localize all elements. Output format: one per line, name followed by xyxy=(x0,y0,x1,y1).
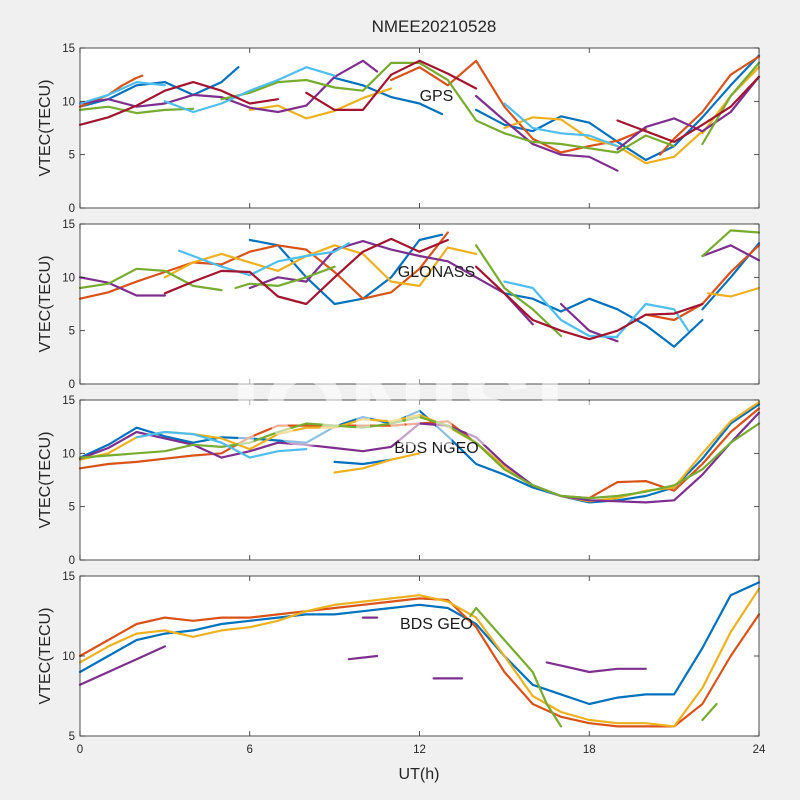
series-line-4 xyxy=(78,231,449,300)
y-tick-label: 5 xyxy=(69,326,75,338)
series-line-14 xyxy=(220,61,676,154)
panel-2: 0 5 10 15 VTEC(TECU) GLONASS xyxy=(37,219,761,391)
y-tick-label: 10 xyxy=(62,448,75,460)
y-tick-label: 15 xyxy=(62,219,75,231)
series-line-14 xyxy=(475,244,563,338)
watermark: IONISE xyxy=(231,347,609,468)
y-axis-label: VTEC(TECU) xyxy=(37,432,54,529)
series-group xyxy=(78,54,761,172)
series-line-10 xyxy=(78,59,379,114)
y-tick-label: 5 xyxy=(69,502,75,514)
x-tick-label: 12 xyxy=(413,744,426,756)
series-line-8 xyxy=(78,276,166,297)
y-tick-label: 15 xyxy=(62,571,75,583)
x-tick-label: 0 xyxy=(77,744,83,756)
series-line-16 xyxy=(177,242,350,277)
y-tick-label: 0 xyxy=(69,203,75,215)
x-tick-label: 6 xyxy=(247,744,253,756)
y-tick-label: 5 xyxy=(69,150,75,162)
series-line-5 xyxy=(78,416,761,500)
series-line-12 xyxy=(616,75,761,151)
series-line-4 xyxy=(78,645,166,686)
series-line-21 xyxy=(616,75,761,143)
y-tick-label: 10 xyxy=(62,272,75,284)
series-line-17 xyxy=(78,80,166,105)
series-line-15 xyxy=(701,61,761,146)
plot-area xyxy=(80,576,759,736)
series-line-20 xyxy=(475,265,704,341)
series-line-1 xyxy=(78,403,761,504)
panel-label: GPS xyxy=(420,88,454,105)
series-line-15 xyxy=(701,229,761,258)
y-tick-label: 10 xyxy=(62,651,75,663)
y-tick-label: 0 xyxy=(69,379,75,391)
series-line-18 xyxy=(616,302,690,338)
y-axis-label: VTEC(TECU) xyxy=(37,608,54,705)
series-group xyxy=(78,581,761,728)
series-line-8 xyxy=(333,452,421,474)
series-line-11 xyxy=(475,94,619,172)
y-tick-label: 15 xyxy=(62,43,75,55)
series-line-10 xyxy=(701,702,718,722)
y-tick-label: 5 xyxy=(69,731,75,743)
series-line-11 xyxy=(701,244,761,262)
chart-title: NMEE20210528 xyxy=(372,17,497,36)
panel-3: 0 5 10 15 VTEC(TECU) BDS NGEO xyxy=(37,395,761,567)
y-tick-label: 0 xyxy=(69,555,75,567)
series-line-5 xyxy=(347,654,379,661)
series-line-13 xyxy=(78,105,195,115)
series-line-7 xyxy=(706,286,761,298)
panel-label: GLONASS xyxy=(398,264,475,281)
plot-area xyxy=(80,400,759,560)
series-line-8 xyxy=(503,116,704,165)
y-tick-label: 15 xyxy=(62,395,75,407)
series-line-18 xyxy=(503,102,619,148)
series-line-9 xyxy=(469,606,563,728)
series-line-3 xyxy=(78,587,761,728)
y-tick-label: 10 xyxy=(62,96,75,108)
x-axis-label: UT(h) xyxy=(399,766,440,783)
panel-label: BDS GEO xyxy=(400,616,473,633)
series-line-7 xyxy=(248,87,393,120)
series-line-6 xyxy=(135,430,308,459)
series-line-13 xyxy=(234,265,336,290)
y-axis-label: VTEC(TECU) xyxy=(37,80,54,177)
series-line-19 xyxy=(163,237,449,306)
plot-area xyxy=(80,48,759,208)
x-tick-label: 18 xyxy=(583,744,596,756)
series-line-2 xyxy=(503,292,704,348)
series-group xyxy=(78,229,761,348)
series-line-7 xyxy=(333,458,393,466)
series-line-2 xyxy=(78,597,761,728)
panel-label: BDS NGEO xyxy=(394,440,478,457)
series-line-8 xyxy=(545,661,647,674)
series-line-2 xyxy=(333,76,444,116)
y-axis-label: VTEC(TECU) xyxy=(37,256,54,353)
series-line-1 xyxy=(248,233,444,306)
x-tick-label: 24 xyxy=(753,744,766,756)
series-line-12 xyxy=(78,267,223,292)
panel-4: 5 10 15 0 6 12 18 24 VTEC(TECU) BDS GEO xyxy=(37,571,766,756)
series-line-6 xyxy=(163,244,478,287)
series-group xyxy=(78,401,761,504)
series-line-19 xyxy=(78,80,280,126)
series-line-20 xyxy=(305,59,478,112)
series-line-16 xyxy=(163,66,336,114)
panel-1: 0 5 10 15 VTEC(TECU) GPS xyxy=(37,43,761,215)
series-line-1 xyxy=(78,581,761,706)
